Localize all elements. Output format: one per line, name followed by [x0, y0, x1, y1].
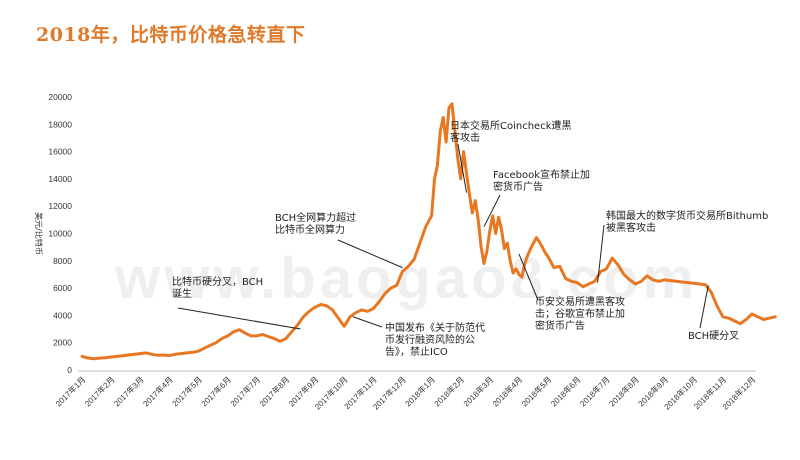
annotation-leader-line	[457, 143, 468, 193]
annotation-text: BCH硬分叉	[688, 330, 739, 342]
annotation-leader-line	[177, 307, 301, 330]
x-tick-label: 2017年8月	[257, 374, 291, 408]
annotation-leader-line	[352, 316, 383, 328]
y-tick-label: 10000	[48, 229, 72, 239]
x-tick-label: 2017年7月	[228, 374, 262, 408]
x-tick-label: 2017年4月	[141, 374, 175, 408]
annotation-text: 密货币广告	[535, 319, 585, 332]
annotation-text: 击；谷歌宣布禁止加	[535, 307, 625, 320]
annotation-text: Facebook宣布禁止加	[493, 168, 590, 181]
annotation-leader-line	[518, 253, 539, 301]
x-axis: 2017年1月2017年2月2017年3月2017年4月2017年5月2017年…	[53, 370, 757, 412]
y-tick-label: 6000	[53, 283, 72, 293]
y-tick-label: 20000	[48, 92, 72, 102]
x-tick-label: 2017年6月	[199, 374, 233, 408]
y-tick-label: 16000	[48, 147, 72, 157]
price-series-line	[80, 102, 777, 361]
annotation-text: 币安交易所遭黑客攻	[535, 295, 625, 308]
x-tick-label: 2018年8月	[607, 374, 641, 408]
annotation-leader-line	[597, 224, 605, 283]
x-tick-label: 2018年2月	[432, 374, 466, 408]
annotation-text: 币发行融资风险的公	[385, 333, 475, 346]
y-tick-label: 12000	[48, 201, 72, 211]
annotation-text: 告》，禁止ICO	[385, 345, 448, 358]
x-tick-label: 2017年2月	[82, 374, 116, 408]
x-tick-label: 2018年7月	[578, 374, 612, 408]
y-tick-label: 18000	[48, 119, 72, 129]
annotation-text: 韩国最大的数字货币交易所Bithumb	[606, 209, 768, 222]
x-tick-label: 2017年1月	[53, 374, 87, 408]
y-tick-label: 14000	[48, 174, 72, 184]
annotation-leader-line	[337, 239, 403, 269]
x-tick-label: 2018年4月	[490, 374, 524, 408]
chart-title: 2018年，比特币价格急转直下	[36, 24, 306, 46]
annotation-leader-line	[699, 285, 709, 329]
y-axis-title: 美元/比特币	[34, 212, 44, 255]
annotation-text: 比特币全网算力	[275, 223, 345, 236]
y-tick-label: 4000	[53, 310, 72, 320]
x-tick-label: 2018年1月	[403, 374, 437, 408]
annotation-text: 客攻击	[450, 131, 480, 144]
y-tick-label: 2000	[53, 338, 72, 348]
x-tick-label: 2017年5月	[170, 374, 204, 408]
y-axis: 0 2000 4000 6000 8000 10000 12000 14000 16000 180…	[48, 92, 72, 375]
x-tick-label: 2018年3月	[461, 374, 495, 408]
x-tick-label: 2018年6月	[549, 374, 583, 408]
annotation-text: 比特币硬分叉，BCH	[172, 276, 263, 288]
annotation-text: 诞生	[172, 287, 192, 300]
annotation-text: 被黑客攻击	[606, 221, 656, 234]
y-tick-label: 0	[67, 365, 72, 375]
x-tick-label: 2017年3月	[112, 374, 146, 408]
annotation-text: BCH全网算力超过	[275, 211, 356, 224]
annotation-text: 密货币广告	[493, 180, 543, 193]
x-tick-label: 2018年5月	[519, 374, 553, 408]
y-axis-label: 美元/比特币	[34, 212, 44, 255]
annotation-leader-line	[483, 194, 501, 227]
y-tick-label: 8000	[53, 256, 72, 266]
annotation-text: 中国发布《关于防范代	[385, 321, 485, 334]
annotation-text: 日本交易所Coincheck遭黑	[450, 119, 572, 132]
